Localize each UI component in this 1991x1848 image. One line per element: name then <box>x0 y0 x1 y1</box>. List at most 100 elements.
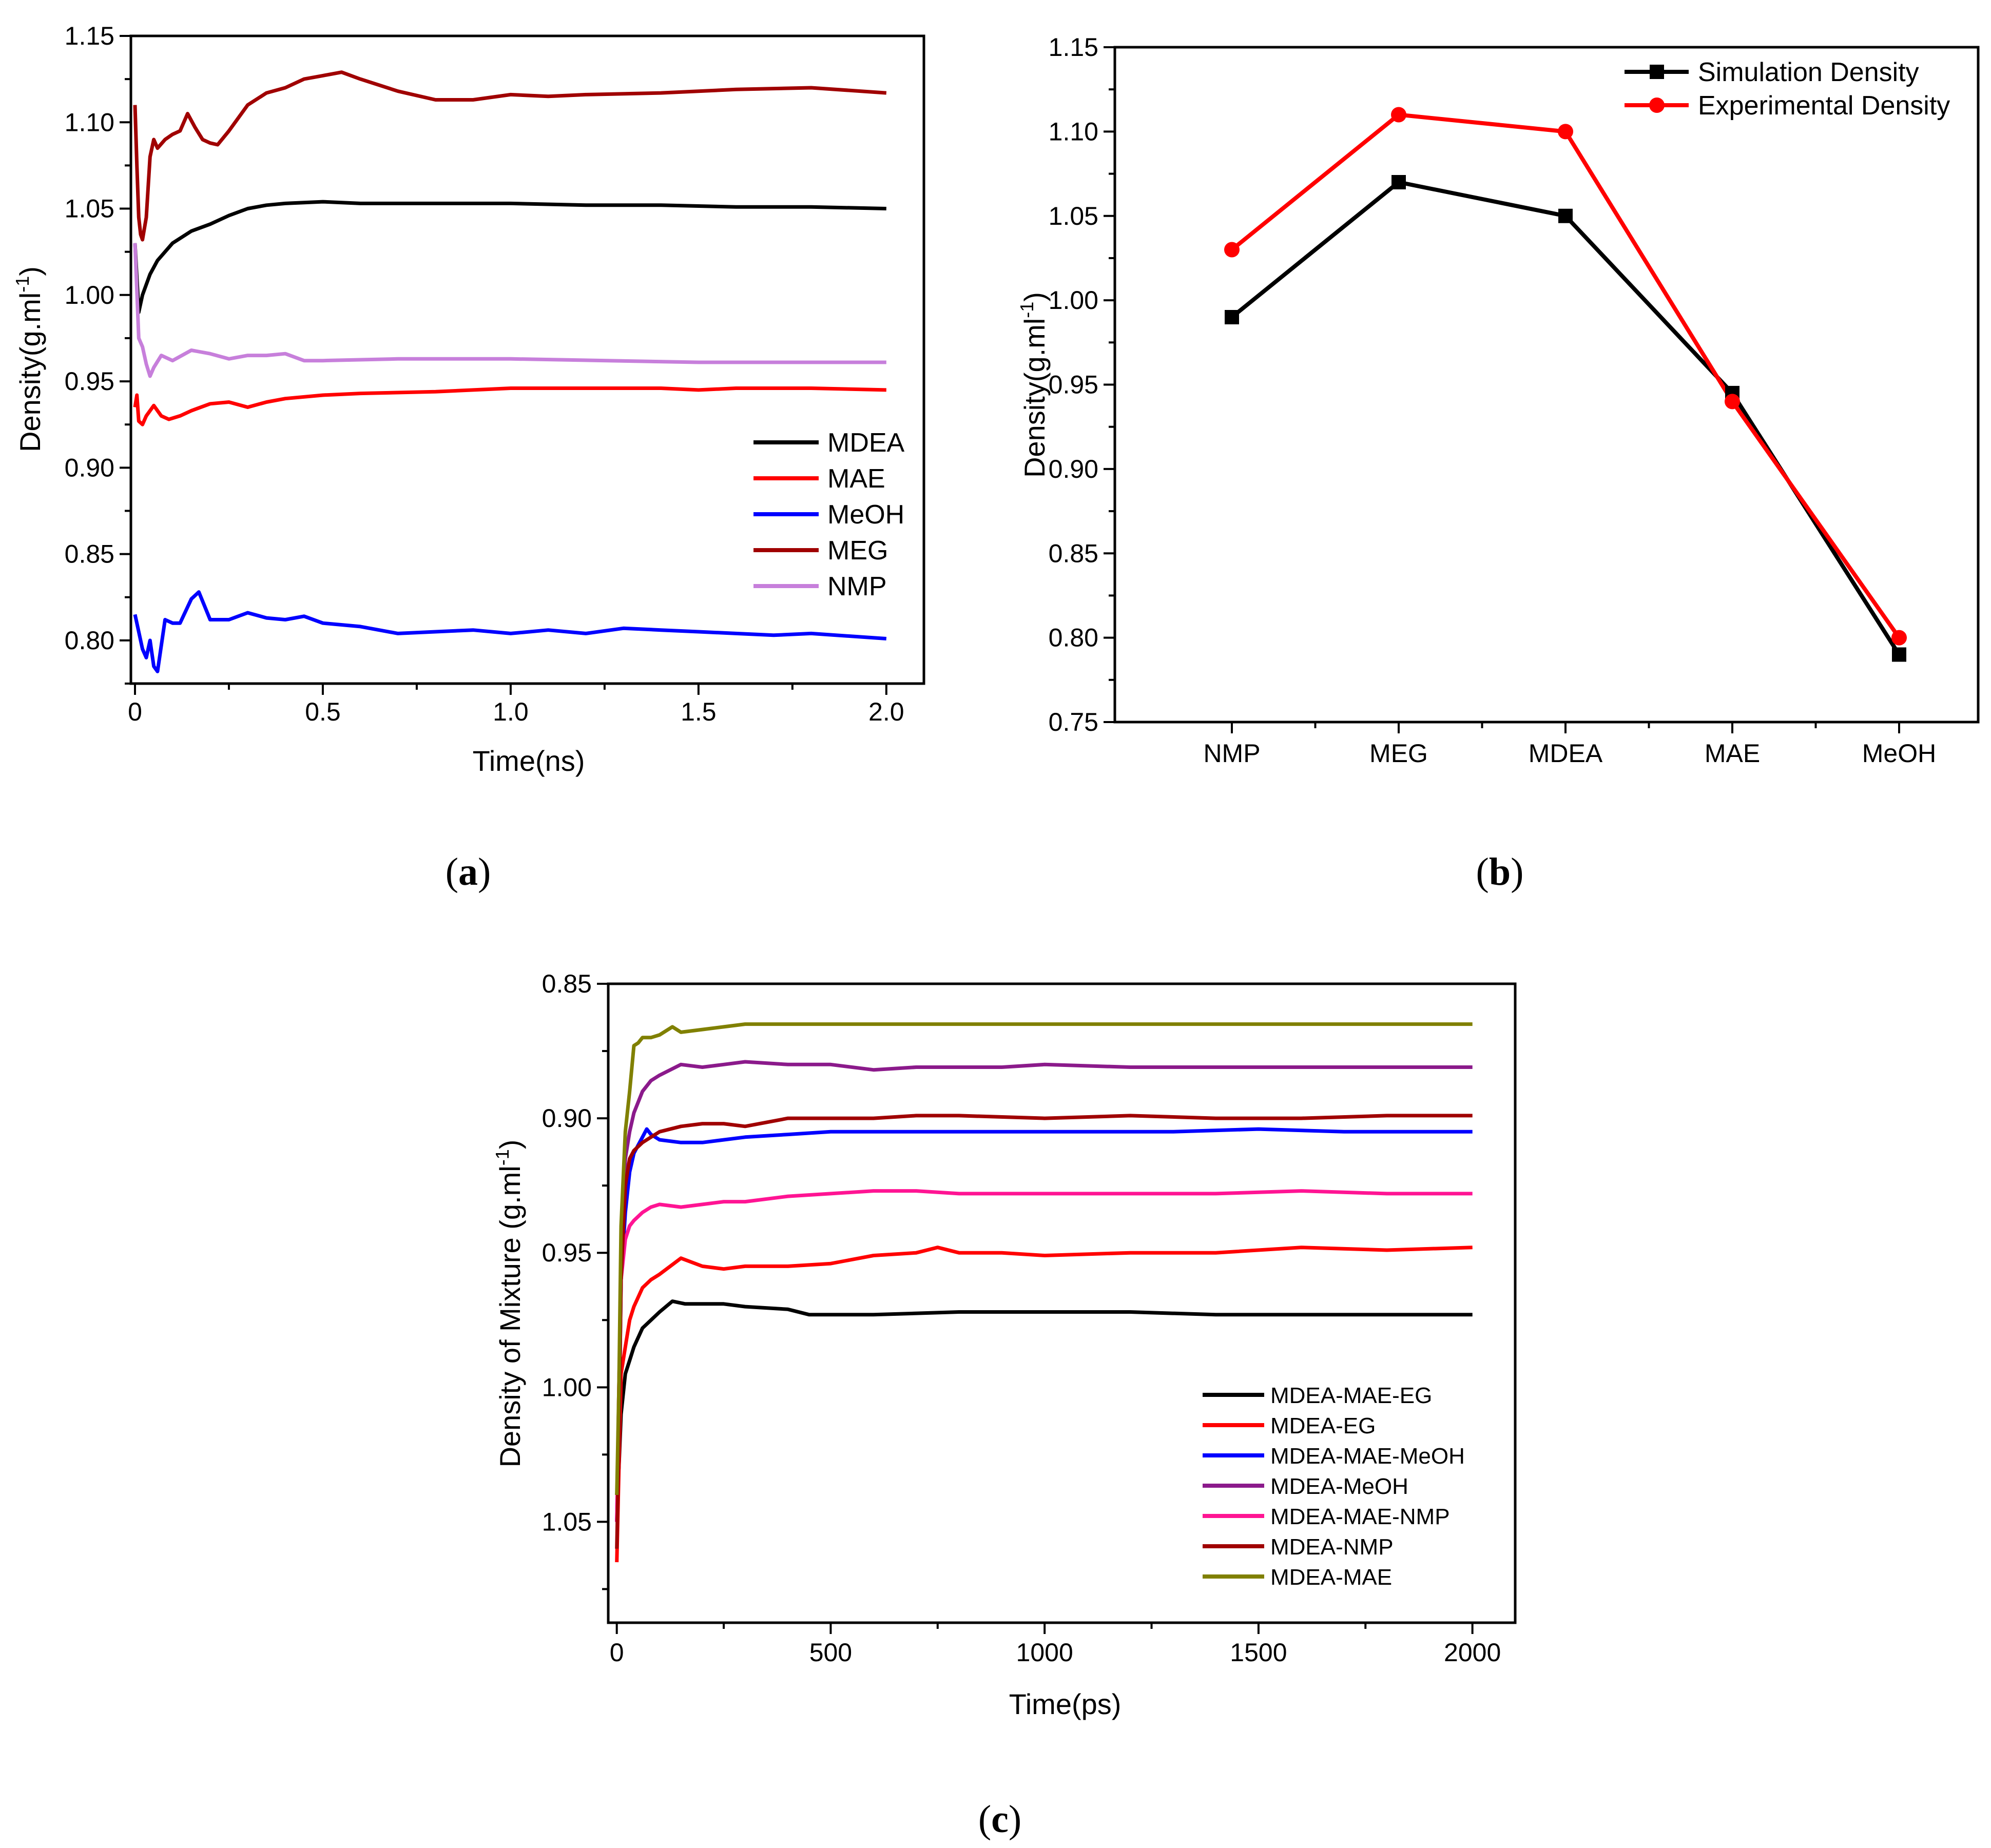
panel-c-series-mdea-mae-meoh <box>615 1127 1473 1522</box>
panel-a-y-tick-label: 0.95 <box>65 367 114 396</box>
panel-c-y-tick-label: 0.85 <box>542 969 592 998</box>
panel-b-point-experimental-density <box>1224 242 1240 258</box>
panel-b-legend-marker-experimental-density <box>1649 98 1665 113</box>
panel-a-caption-letter: a <box>458 850 478 893</box>
panel-b-point-experimental-density <box>1891 630 1907 646</box>
panel-b-x-ticks: NMP MEG MDEA MAE MeOH <box>1203 722 1936 768</box>
panel-a-legend: MDEA MAE MeOH MEG NMP <box>753 428 905 601</box>
panel-a-y-tick-label: 1.00 <box>65 281 114 309</box>
panel-a-y-axis-label: Density(g.ml-1) <box>12 266 46 452</box>
panel-a-x-tick-label: 1.5 <box>681 697 717 726</box>
panel-b-chart: NMP MEG MDEA MAE MeOH 0.75 0.80 0.85 0.90 0.95 1.… <box>1016 33 1980 893</box>
panel-c-caption: (c) <box>978 1798 1021 1841</box>
panel-b-x-tick-label: MDEA <box>1529 739 1603 768</box>
panel-b-point-simulation-density <box>1391 175 1406 189</box>
panel-b-legend-label-experimental-density: Experimental Density <box>1698 91 1950 121</box>
panel-c-x-tick-label: 2000 <box>1444 1638 1501 1667</box>
panel-b-y-tick-label: 0.90 <box>1049 455 1098 483</box>
panel-a-series-group <box>133 70 887 673</box>
panel-c-series-mdea-eg <box>615 1246 1473 1563</box>
panel-b-caption-letter: b <box>1489 850 1511 893</box>
panel-c-y-axis-label-end: ) <box>494 1140 526 1150</box>
panel-a-series-nmp <box>133 243 886 378</box>
panel-c-legend-label-mdea-eg: MDEA-EG <box>1270 1413 1376 1438</box>
panel-c-x-ticks: 0 500 1000 1500 2000 <box>610 1623 1501 1667</box>
panel-c-x-tick-label: 0 <box>610 1638 624 1667</box>
panel-c-legend-label-mdea-mae-eg: MDEA-MAE-EG <box>1270 1383 1432 1408</box>
panel-b-y-tick-label: 1.15 <box>1049 33 1098 62</box>
panel-b-y-axis-label-sup: -1 <box>1016 302 1037 318</box>
panel-b-x-tick-label: MAE <box>1705 739 1760 768</box>
panel-a-y-tick-label: 0.85 <box>65 540 114 569</box>
panel-b-y-axis-label-main: Density(g.ml <box>1018 318 1051 478</box>
panel-b-y-tick-label: 1.10 <box>1049 117 1098 146</box>
panel-b-y-tick-label: 0.75 <box>1049 708 1098 736</box>
panel-b-y-tick-label: 0.85 <box>1049 539 1098 568</box>
panel-c-y-tick-label: 1.00 <box>542 1373 592 1402</box>
panel-a-x-tick-label: 0 <box>128 697 142 726</box>
panel-c-legend-label-mdea-mae-meoh: MDEA-MAE-MeOH <box>1270 1444 1465 1469</box>
panel-a-series-meg <box>133 70 887 242</box>
panel-c-y-axis-label-sup: -1 <box>492 1149 513 1165</box>
panel-b-y-axis-label-end: ) <box>1018 292 1051 302</box>
panel-b-caption: (b) <box>1476 850 1524 893</box>
panel-b-point-simulation-density <box>1892 647 1906 662</box>
panel-a-chart: 0 0.5 1.0 1.5 2.0 0.80 0.85 0.90 0.95 1.00 1.05 1.… <box>12 22 925 893</box>
panel-c-series-mdea-mae-nmp <box>615 1189 1473 1522</box>
panel-b-y-axis-label: Density(g.ml-1) <box>1016 292 1051 478</box>
panel-b-y-tick-label: 0.95 <box>1049 371 1098 399</box>
panel-c-series-mdea-mae <box>615 1022 1473 1495</box>
panel-a-y-axis-label-end: ) <box>14 266 46 276</box>
panel-a-legend-label-mae: MAE <box>827 464 885 494</box>
panel-a-y-ticks: 0.80 0.85 0.90 0.95 1.00 1.05 1.10 1.15 <box>65 22 131 685</box>
panel-b-y-ticks: 0.75 0.80 0.85 0.90 0.95 1.00 1.05 1.10 1.15 <box>1049 33 1115 736</box>
panel-c-caption-letter: c <box>991 1798 1009 1841</box>
panel-c-legend-label-mdea-mae: MDEA-MAE <box>1270 1565 1392 1590</box>
panel-c-legend-label-mdea-meoh: MDEA-MeOH <box>1270 1474 1408 1499</box>
panel-c-x-axis-label: Time(ps) <box>1009 1688 1122 1720</box>
panel-b-y-tick-label: 1.00 <box>1049 286 1098 315</box>
panel-c-chart: 0 500 1000 1500 2000 0.85 0.90 0.95 1.00 1.05 Ti… <box>492 969 1517 1841</box>
panel-c-legend-label-mdea-mae-nmp: MDEA-MAE-NMP <box>1270 1504 1450 1529</box>
panel-b-point-simulation-density <box>1558 208 1573 223</box>
panel-a-series-mae <box>133 386 886 426</box>
panel-c-series-mdea-mae-eg <box>615 1299 1473 1495</box>
panel-c-y-axis-label-main: Density of Mixture (g.ml <box>494 1165 526 1467</box>
panel-a-y-axis-label-sup: -1 <box>12 276 33 293</box>
panel-b-y-tick-label: 0.80 <box>1049 624 1098 652</box>
panel-a-x-tick-label: 2.0 <box>868 697 904 726</box>
panel-b-x-tick-label: MeOH <box>1862 739 1936 768</box>
panel-a-plot-frame <box>129 34 925 685</box>
panel-a-y-tick-label: 1.05 <box>65 194 114 223</box>
panel-c-y-axis-label: Density of Mixture (g.ml-1) <box>492 1140 526 1468</box>
panel-b-point-experimental-density <box>1391 107 1406 123</box>
panel-b-point-experimental-density <box>1725 394 1740 410</box>
panel-a-legend-label-meoh: MeOH <box>827 500 904 530</box>
panel-c-legend: MDEA-MAE-EG MDEA-EG MDEA-MAE-MeOH MDEA-MeOH… <box>1203 1383 1465 1590</box>
panel-a-legend-label-mdea: MDEA <box>827 428 905 458</box>
panel-c-series-group <box>615 1022 1473 1563</box>
panel-c-y-tick-label: 0.95 <box>542 1238 592 1267</box>
panel-a-y-tick-label: 0.90 <box>65 453 114 482</box>
panel-c-y-tick-label: 0.90 <box>542 1104 592 1133</box>
panel-a-x-tick-label: 1.0 <box>493 697 529 726</box>
panel-a-legend-label-meg: MEG <box>827 536 888 566</box>
panel-b-series-group <box>1224 107 1907 662</box>
panel-b-legend-marker-simulation-density <box>1650 65 1664 79</box>
panel-a-y-tick-label: 1.15 <box>65 22 114 50</box>
panel-b-x-tick-label: MEG <box>1369 739 1428 768</box>
panel-b-point-simulation-density <box>1225 310 1239 324</box>
panel-b-y-tick-label: 1.05 <box>1049 202 1098 230</box>
panel-a-legend-label-nmp: NMP <box>827 572 887 601</box>
panel-c-series-mdea-meoh <box>615 1060 1473 1522</box>
panel-b-legend-label-simulation-density: Simulation Density <box>1698 57 1919 87</box>
panel-a-x-tick-label: 0.5 <box>305 697 341 726</box>
panel-c-y-tick-label: 1.05 <box>542 1507 592 1536</box>
panel-b-x-tick-label: NMP <box>1203 739 1260 768</box>
panel-c-x-tick-label: 1500 <box>1230 1638 1287 1667</box>
panel-a-caption: (a) <box>446 850 491 893</box>
panel-a-y-tick-label: 0.80 <box>65 626 114 655</box>
panel-b-legend: Simulation Density Experimental Density <box>1625 57 1950 121</box>
panel-a-y-axis-label-main: Density(g.ml <box>14 293 46 452</box>
